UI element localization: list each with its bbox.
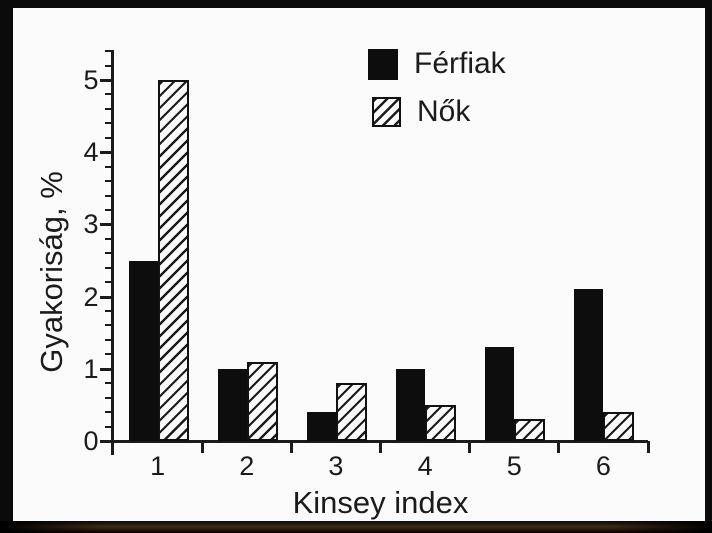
y-axis-title-text: Gyakoriság, % <box>34 171 70 373</box>
bar-nők-3 <box>335 383 367 441</box>
y-tick-label: 4 <box>83 137 99 168</box>
legend-item-nok: Nők <box>372 95 470 129</box>
legend-swatch-hatched-icon <box>372 97 401 127</box>
y-minor-tick <box>105 237 112 240</box>
y-major-tick <box>100 79 112 82</box>
y-minor-tick <box>105 50 112 53</box>
bar-férfiak-1 <box>128 260 158 441</box>
x-tick-label: 3 <box>328 451 344 481</box>
y-axis-line <box>111 50 114 455</box>
y-axis-title: Gyakoriság, % <box>26 72 78 472</box>
bar-nők-2 <box>246 361 278 441</box>
y-tick-label: 3 <box>83 209 99 240</box>
y-minor-tick <box>105 252 112 255</box>
legend-item-ferfiak: Férfiak <box>368 47 506 81</box>
y-minor-tick <box>105 180 112 183</box>
y-minor-tick <box>105 122 112 125</box>
legend-swatch-solid-icon <box>368 48 398 80</box>
y-tick-label: 0 <box>83 426 99 456</box>
x-boundary-tick <box>200 441 204 453</box>
x-tick-label: 4 <box>417 451 433 481</box>
y-major-tick <box>100 151 112 155</box>
y-minor-tick <box>105 266 112 269</box>
y-minor-tick <box>105 165 112 168</box>
bar-nők-4 <box>425 404 457 441</box>
y-minor-tick <box>105 353 112 356</box>
y-minor-tick <box>105 93 112 96</box>
y-tick-label: 1 <box>83 353 99 384</box>
bar-férfiak-5 <box>485 347 515 441</box>
y-minor-tick <box>105 136 112 139</box>
y-minor-tick <box>105 64 112 67</box>
bar-férfiak-3 <box>306 412 336 441</box>
y-minor-tick <box>105 425 112 428</box>
bar-férfiak-4 <box>396 368 426 441</box>
x-boundary-tick <box>646 441 650 453</box>
y-minor-tick <box>105 382 112 385</box>
legend-label: Férfiak <box>414 47 506 80</box>
x-boundary-tick <box>468 441 472 453</box>
y-minor-tick <box>105 324 112 327</box>
bar-nők-6 <box>603 412 635 441</box>
y-tick-label: 2 <box>83 281 99 312</box>
bar-nők-5 <box>514 419 546 441</box>
bottom-frame-band <box>0 521 712 533</box>
x-tick-label: 2 <box>239 451 255 481</box>
y-major-tick <box>100 295 112 299</box>
bar-nők-1 <box>157 80 189 441</box>
x-tick-label: 5 <box>506 451 522 481</box>
bar-férfiak-6 <box>574 289 604 441</box>
y-minor-tick <box>105 194 112 197</box>
bar-férfiak-2 <box>217 368 247 441</box>
y-minor-tick <box>105 208 112 211</box>
x-boundary-tick <box>289 441 293 453</box>
y-minor-tick <box>105 338 112 341</box>
x-axis-title: Kinsey index <box>292 485 469 520</box>
y-major-tick <box>100 223 112 227</box>
y-minor-tick <box>105 281 112 284</box>
y-major-tick <box>100 440 112 443</box>
y-minor-tick <box>105 411 112 414</box>
legend-label: Nők <box>417 95 471 128</box>
x-tick-label: 6 <box>595 451 611 481</box>
y-major-tick <box>100 367 112 371</box>
y-minor-tick <box>105 310 112 313</box>
y-minor-tick <box>105 396 112 399</box>
y-tick-label: 5 <box>83 65 99 95</box>
y-minor-tick <box>105 107 112 110</box>
x-tick-label: 1 <box>150 451 166 481</box>
x-boundary-tick <box>379 441 382 453</box>
x-boundary-tick <box>557 441 561 453</box>
